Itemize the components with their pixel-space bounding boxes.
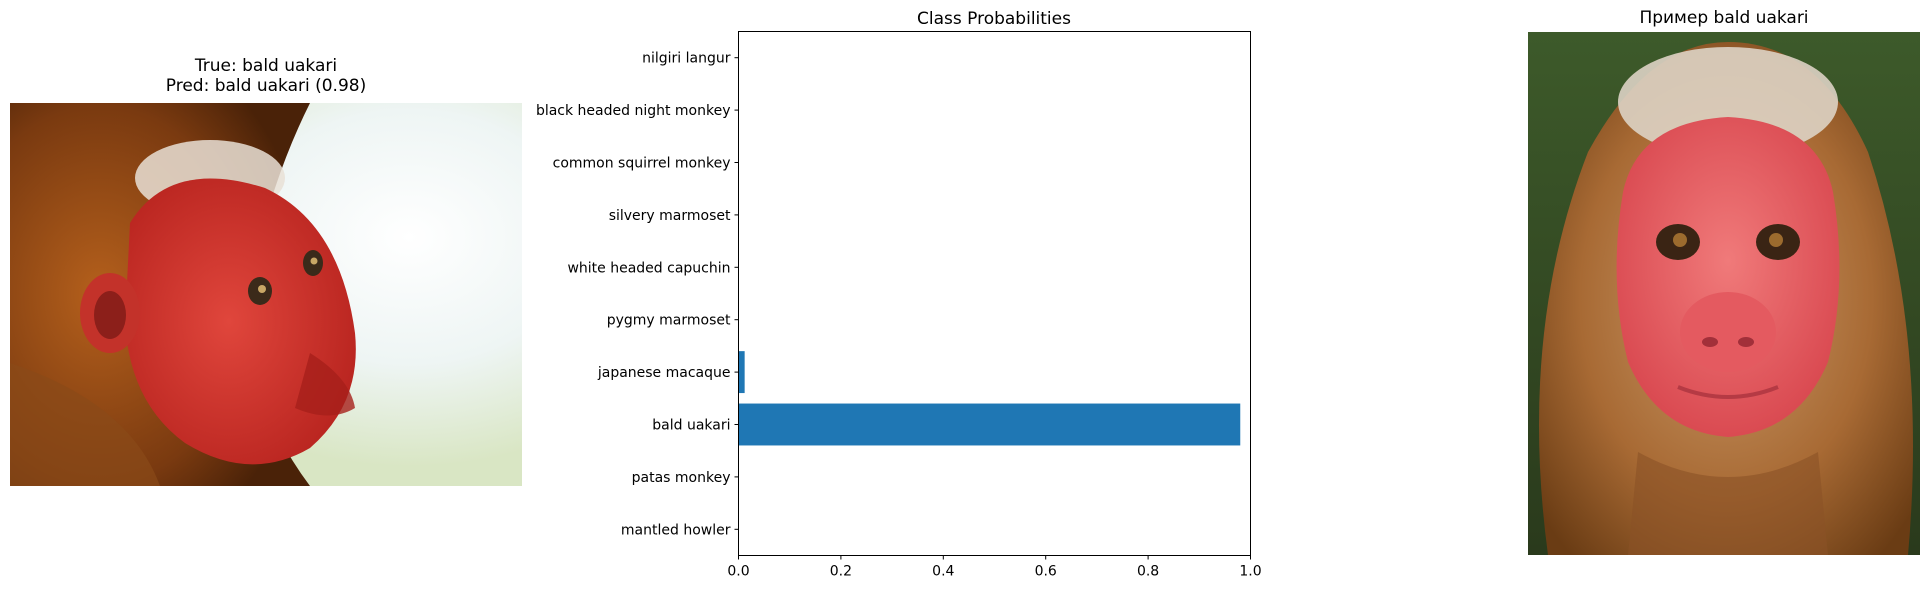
example-image-title: Пример bald uakari [1639,8,1809,28]
query-image-title: True: bald uakari Pred: bald uakari (0.9… [10,56,522,96]
y-tick-labels: mantled howler patas monkey bald uakari jap… [536,51,739,538]
x-tick-label: 1.0 [1239,564,1261,580]
x-tick-label: 0.4 [932,564,954,580]
x-tick-label: 0.8 [1137,564,1159,580]
x-tick-labels: 0.0 0.2 0.4 0.6 0.8 1.0 [727,555,1262,580]
y-tick-label: japanese macaque [597,365,731,381]
y-tick-label: common squirrel monkey [553,156,731,172]
bars-group [738,351,1241,446]
query-image [10,103,522,486]
bar-bald-uakari [738,403,1241,446]
x-tick-label: 0.2 [830,564,852,580]
y-tick-label: pygmy marmoset [607,313,731,329]
example-image [1528,32,1920,555]
bar-japanese-macaque [738,351,745,394]
y-tick-label: bald uakari [652,418,730,434]
chart-title: Class Probabilities [917,9,1071,29]
y-tick-label: black headed night monkey [536,103,731,119]
pred-label: Pred: bald uakari (0.98) [165,76,367,96]
x-tick-label: 0.0 [727,564,749,580]
plot-frame [738,31,1251,556]
y-tick-label: patas monkey [632,470,731,486]
x-tick-label: 0.6 [1035,564,1057,580]
y-tick-label: nilgiri langur [642,51,731,67]
true-label: True: bald uakari [194,56,338,76]
y-tick-label: white headed capuchin [567,260,730,276]
y-tick-label: silvery marmoset [609,208,731,224]
y-tick-label: mantled howler [621,522,731,538]
